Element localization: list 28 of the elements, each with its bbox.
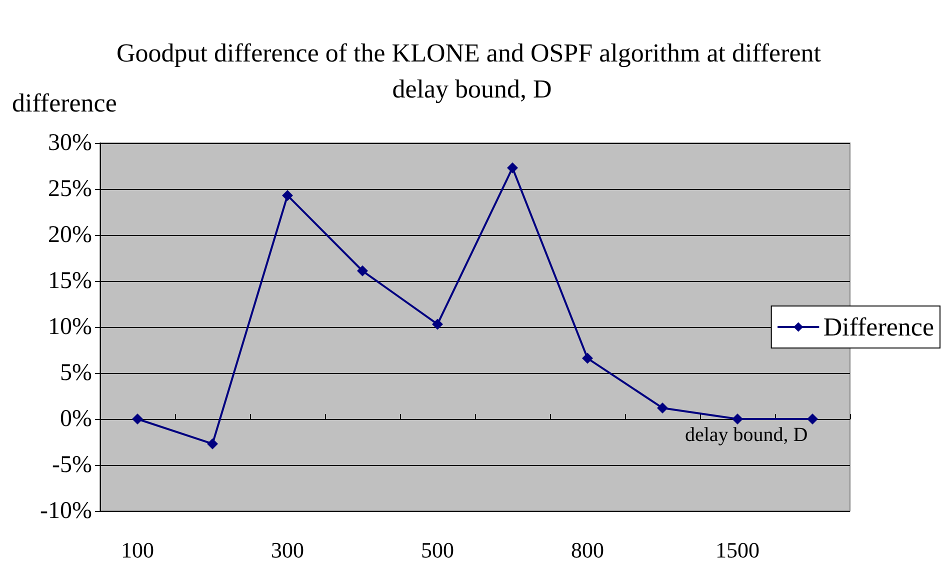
y-tick-label: -10%: [40, 498, 92, 524]
y-axis-title: difference: [12, 88, 117, 118]
x-axis-title: delay bound, D: [685, 424, 808, 446]
point: [207, 438, 218, 450]
x-tick-label: 500: [421, 538, 454, 561]
x-tick-label: 100: [121, 538, 154, 561]
x-tick-label: 1500: [716, 538, 760, 561]
y-tick-label: -5%: [52, 452, 92, 478]
point: [807, 414, 818, 424]
y-tick-label: 5%: [60, 360, 92, 386]
y-tick-label: 25%: [48, 176, 92, 202]
legend-label: Difference: [823, 312, 934, 342]
point: [657, 402, 668, 414]
point: [432, 318, 443, 330]
point: [357, 265, 368, 276]
point: [132, 414, 143, 424]
point: [582, 352, 593, 364]
x-tick-label: 800: [571, 538, 604, 561]
point: [507, 162, 518, 174]
y-tick-label: 0%: [60, 406, 92, 432]
y-tick-label: 20%: [48, 222, 92, 248]
y-tick-label: 30%: [48, 130, 92, 156]
y-tick-label: 10%: [48, 314, 92, 340]
chart-title: Goodput difference of the KLONE and OSPF algorithm at different delay bound, D: [116, 38, 828, 104]
x-tick-label: 300: [271, 538, 304, 561]
y-tick-label: 15%: [48, 268, 92, 294]
point: [282, 190, 293, 201]
point: [732, 414, 743, 424]
